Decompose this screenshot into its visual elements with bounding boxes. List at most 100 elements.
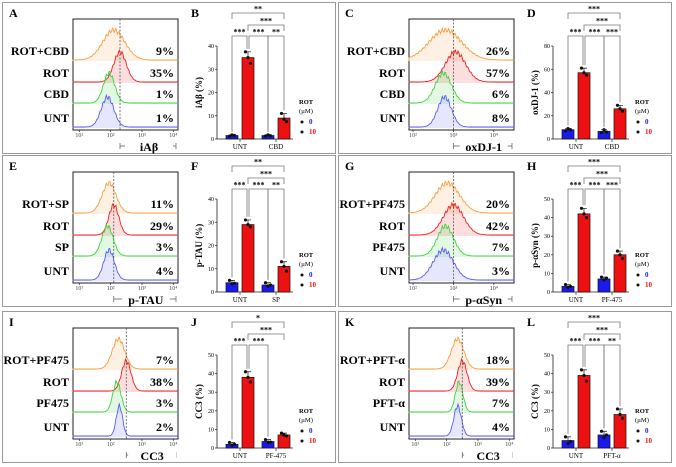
data-point [584, 379, 589, 383]
significance-label: *** [606, 181, 618, 190]
data-point [227, 134, 232, 138]
significance-label: *** [253, 337, 265, 346]
y-tick-label: 80 [544, 44, 550, 50]
track-percent: 1% [156, 87, 174, 101]
track-percent: 38% [150, 375, 174, 389]
data-point [230, 282, 234, 286]
data-point [566, 126, 570, 131]
legend-marker [300, 273, 304, 277]
marker-label-bg [459, 293, 508, 306]
significance-label: * [256, 314, 260, 323]
data-point [248, 61, 253, 66]
marker-label: p-αSyn [465, 293, 502, 307]
histogram-fill [409, 359, 514, 392]
y-tick-label: 10 [208, 114, 214, 120]
track-label: ROT [43, 219, 69, 233]
data-point [248, 380, 253, 384]
significance-label: *** [588, 158, 600, 167]
significance-label: *** [234, 181, 246, 190]
marker-label: p-TAU [128, 293, 163, 307]
track-label: ROT [43, 375, 69, 389]
histogram-fill [409, 95, 514, 128]
significance-label: *** [253, 28, 265, 37]
category-label: PF-475 [266, 452, 287, 460]
track-percent: 57% [486, 66, 510, 80]
histogram-curve [408, 246, 514, 281]
y-axis-label: CC3 (%) [530, 384, 540, 419]
track-percent: 4% [492, 420, 510, 434]
marker-label-bg [128, 449, 177, 462]
significance-bracket [247, 333, 285, 340]
data-point [584, 73, 589, 77]
marker-label: iAβ [140, 140, 158, 154]
data-point [563, 282, 568, 287]
data-point [268, 283, 273, 287]
histogram-curve [72, 357, 178, 392]
data-point [566, 441, 570, 445]
data-point [243, 50, 248, 54]
marker-label-bg [464, 449, 513, 462]
histogram-fill [409, 337, 514, 370]
y-tick-label: 40 [208, 44, 214, 50]
track-percent: 18% [486, 353, 510, 367]
track-percent: 7% [492, 396, 510, 410]
panel-svg: G ROT+PF475 20% ROT 42% PF475 7% UNT 3% 10² 10³ 10⁴… [339, 158, 652, 308]
x-tick-label: 10⁴ [490, 133, 498, 139]
track-percent: 42% [486, 219, 510, 233]
y-tick-label: 0 [211, 137, 214, 143]
panel-svg: K ROT+PFT-α 18% ROT 39% PFT-α 7% UNT 4% 10¹ 10² 10³… [340, 314, 653, 464]
data-point [243, 218, 248, 222]
bar-pf-475-rot-10 [613, 254, 627, 293]
x-tick-label: 10⁴ [169, 286, 177, 292]
x-tick-label: 10⁴ [505, 442, 513, 448]
legend-marker [300, 120, 304, 124]
legend-title: ROT [299, 408, 314, 415]
x-tick-label: 10³ [138, 442, 146, 448]
data-point [618, 107, 622, 111]
data-point [246, 222, 250, 227]
track-label: UNT [44, 420, 69, 434]
significance-bracket [567, 321, 621, 328]
track-label: ROT [43, 66, 69, 80]
data-point [263, 281, 268, 285]
y-tick-label: 0 [211, 290, 214, 296]
data-point [232, 281, 237, 285]
bar-unt-rot-10 [577, 375, 591, 449]
data-point [579, 66, 584, 70]
data-point [584, 216, 589, 220]
histogram-curve [72, 402, 178, 437]
y-tick-label: 20 [208, 91, 214, 97]
histogram-fill [409, 224, 514, 257]
histogram-curve [408, 94, 514, 128]
histogram-fill [409, 28, 514, 61]
histogram-fill [73, 224, 178, 257]
data-point [620, 256, 625, 261]
panel-svg: A ROT+CBD 9% ROT 35% CBD 1% UNT 1% 10¹ 10² 10³ 10⁴ iA… [9, 5, 317, 155]
marker-label-bg [459, 140, 508, 153]
track-percent: 2% [156, 420, 174, 434]
y-tick-label: 30 [544, 390, 550, 396]
x-tick-label: 10² [409, 133, 417, 139]
track-percent: 26% [486, 44, 510, 58]
track-label: PFT-α [373, 396, 406, 410]
data-point [279, 260, 284, 264]
data-point [618, 253, 622, 257]
y-tick-label: 20 [208, 244, 214, 250]
y-tick-label: 10 [544, 427, 550, 433]
marker-label: CC3 [140, 449, 163, 463]
significance-label: *** [570, 28, 582, 37]
x-tick-label: 10¹ [411, 442, 419, 448]
y-tick-label: 60 [544, 67, 550, 73]
track-label: ROT [379, 66, 405, 80]
histogram-curve [408, 402, 514, 437]
panel-letter: F [191, 159, 198, 173]
track-percent: 1% [156, 111, 174, 125]
significance-bracket [567, 344, 584, 434]
histogram-fill [73, 50, 178, 83]
y-tick-label: 0 [547, 446, 550, 452]
track-label: ROT+SP [22, 197, 69, 211]
track-label: ROT [379, 219, 405, 233]
data-point [268, 134, 273, 138]
data-point [279, 111, 284, 116]
panel-svg: I ROT+PF475 7% ROT 38% PF475 3% UNT 2% 10¹ 10² 10³ 1… [3, 314, 316, 464]
